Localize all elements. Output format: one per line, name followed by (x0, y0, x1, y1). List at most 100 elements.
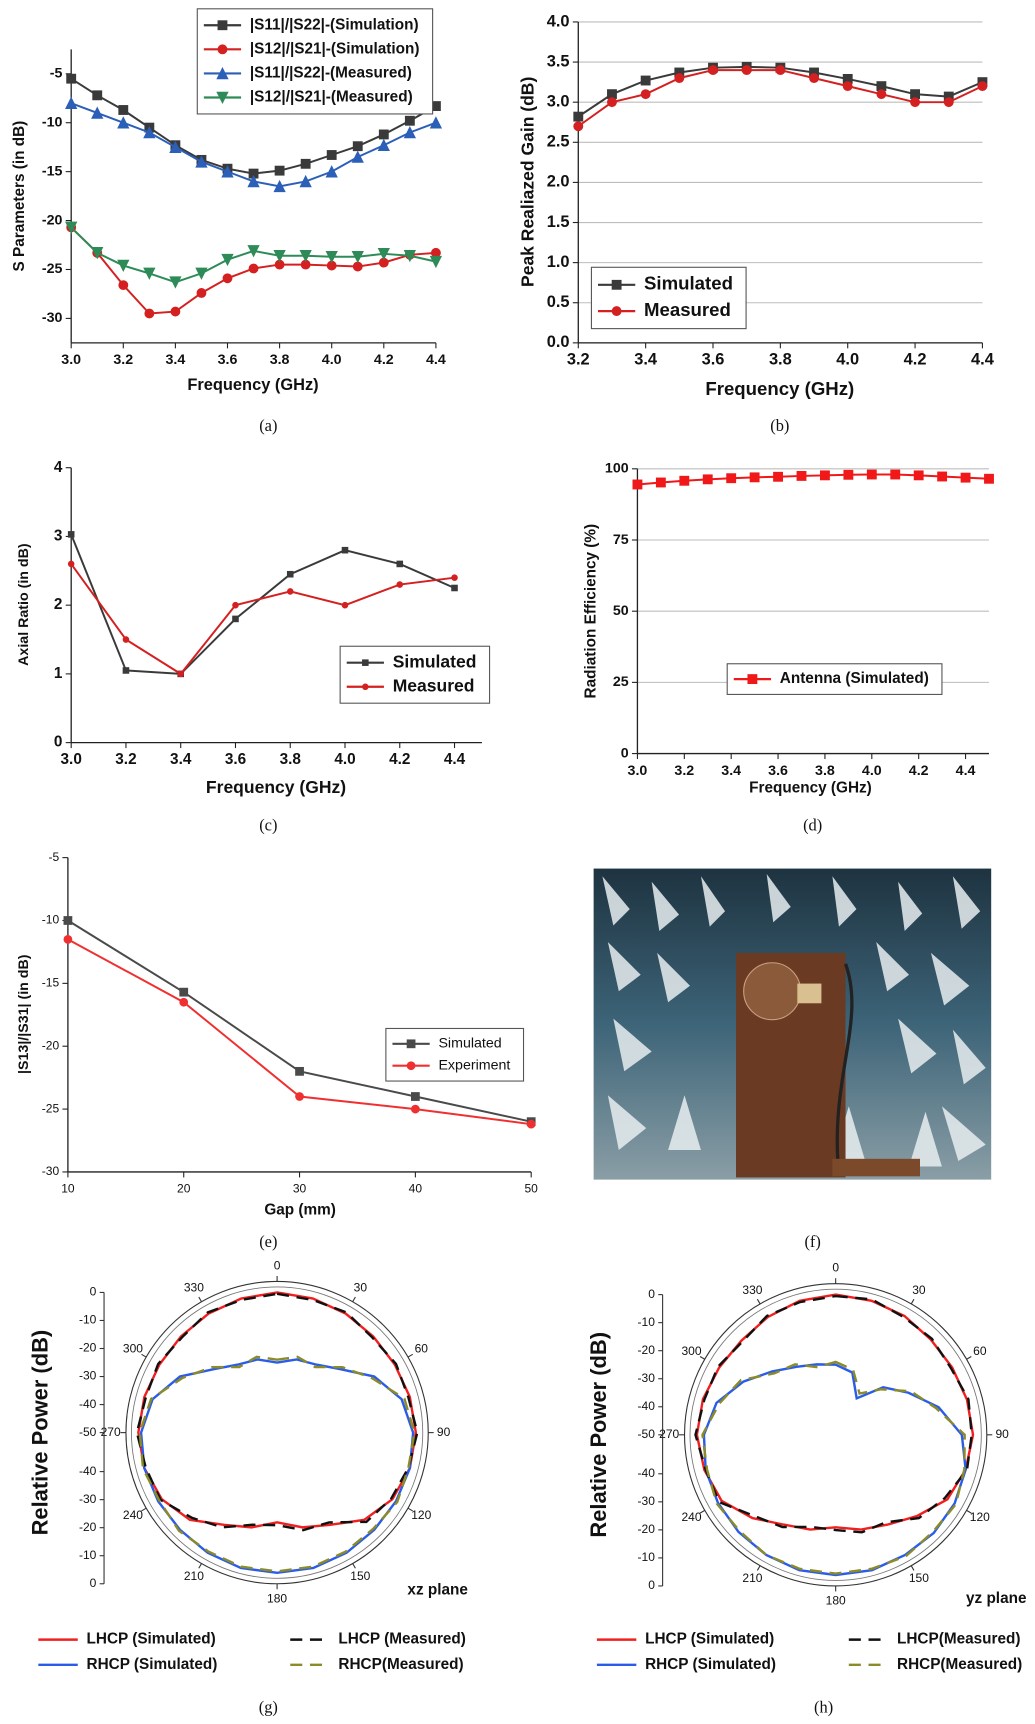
marker (866, 469, 877, 480)
x-tick-label: 3.6 (225, 751, 246, 768)
marker (843, 469, 854, 480)
theta-tick (910, 1298, 915, 1305)
legend: Antenna (Simulated) (726, 663, 943, 695)
marker (179, 997, 189, 1007)
marker (403, 249, 416, 263)
y-tick-label: 2.0 (547, 173, 570, 191)
marker (232, 601, 239, 609)
series-line (637, 473, 990, 486)
theta-tick (352, 1296, 356, 1302)
polar-series (702, 1363, 967, 1577)
marker (177, 670, 184, 678)
marker (749, 472, 760, 483)
theta-tick-label: 180 (826, 1593, 846, 1607)
marker (170, 306, 181, 317)
theta-tick (699, 1356, 706, 1360)
marker (247, 245, 260, 258)
x-tick-label: 30 (293, 1182, 307, 1196)
y-axis-label: Axial Ratio (in dB) (16, 543, 32, 666)
marker (143, 267, 156, 280)
marker (404, 115, 415, 126)
marker (91, 106, 104, 119)
theta-tick (756, 1298, 761, 1305)
legend-marker (747, 674, 758, 685)
y-tick-label: 75 (613, 532, 629, 548)
marker (910, 97, 921, 108)
marker (820, 470, 830, 481)
marker (351, 250, 364, 264)
polar-series (138, 1355, 416, 1573)
marker (526, 1119, 536, 1129)
marker (118, 105, 129, 115)
radial-tick-label: -30 (638, 1371, 656, 1385)
legend-label: |S12|/|S21|-(Simulation) (250, 40, 420, 57)
legend-marker (611, 306, 622, 317)
marker (66, 73, 77, 84)
x-tick-label: 3.8 (280, 751, 302, 768)
radial-tick-label: 0 (90, 1576, 97, 1590)
x-tick-label: 3.8 (815, 763, 835, 779)
theta-tick-label: 120 (411, 1508, 431, 1522)
theta-tick (407, 1353, 414, 1358)
marker (396, 581, 404, 588)
x-tick-label: 3.4 (634, 351, 658, 369)
y-axis-label: Radiation Efficiency (%) (582, 524, 599, 699)
polar-outer-ring (125, 1280, 429, 1585)
marker (702, 474, 713, 485)
marker (247, 174, 260, 188)
theta-tick (966, 1509, 972, 1514)
radial-tick-label: -40 (638, 1399, 656, 1413)
theta-tick (141, 1507, 147, 1512)
marker (351, 150, 364, 163)
polar-inner-ring (130, 1286, 424, 1579)
theta-tick (407, 1507, 414, 1512)
x-tick-label: 3.2 (567, 351, 590, 369)
theta-tick-label: 90 (437, 1425, 451, 1439)
theta-tick-label: 60 (415, 1342, 429, 1356)
x-tick-label: 3.6 (218, 352, 238, 368)
marker (143, 126, 156, 139)
radial-tick-label: -40 (79, 1464, 97, 1478)
x-tick-label: 4.2 (389, 751, 410, 768)
radial-tick-label: -40 (638, 1466, 656, 1480)
radial-tick-label: 0 (648, 1287, 655, 1301)
legend-marker (216, 91, 229, 105)
marker (92, 90, 103, 101)
theta-tick-label: 30 (912, 1283, 926, 1297)
x-tick-label: 3.0 (628, 763, 648, 779)
x-tick-label: 4.4 (971, 351, 995, 369)
caption: (c) (259, 816, 277, 835)
antenna-under-test (743, 962, 802, 1021)
theta-tick-label: 240 (681, 1510, 701, 1524)
x-tick-label: 4.2 (904, 351, 927, 369)
marker (286, 588, 294, 595)
marker (326, 150, 337, 160)
legend: Simulated Experiment (385, 1027, 525, 1082)
marker (67, 531, 75, 538)
marker (221, 165, 234, 178)
y-tick-label: 50 (613, 603, 629, 619)
y-tick-label: 0.0 (547, 333, 570, 351)
marker (960, 472, 971, 483)
marker (674, 73, 685, 84)
marker (122, 667, 130, 674)
y-tick-label: 3.5 (547, 52, 570, 70)
marker (221, 253, 234, 267)
radial-tick-label: -30 (79, 1492, 97, 1506)
theta-tick (141, 1353, 147, 1358)
polar-inner-ring (689, 1288, 982, 1581)
theta-tick (198, 1296, 202, 1302)
marker (169, 276, 182, 289)
legend-label: RHCP(Measured) (897, 1656, 1022, 1673)
legend-marker (362, 659, 369, 666)
legend: |S11|/|S22|-(Simulation) |S12|/|S21|-(Sim… (196, 8, 434, 115)
marker (274, 165, 285, 176)
y-tick-label: -25 (42, 261, 63, 277)
marker (63, 916, 73, 925)
theta-tick-label: 0 (832, 1261, 839, 1275)
theta-tick-label: 240 (123, 1508, 143, 1522)
marker (775, 65, 786, 76)
marker (655, 477, 666, 488)
polar-series (137, 1291, 418, 1529)
theta-tick-label: 30 (354, 1281, 368, 1295)
